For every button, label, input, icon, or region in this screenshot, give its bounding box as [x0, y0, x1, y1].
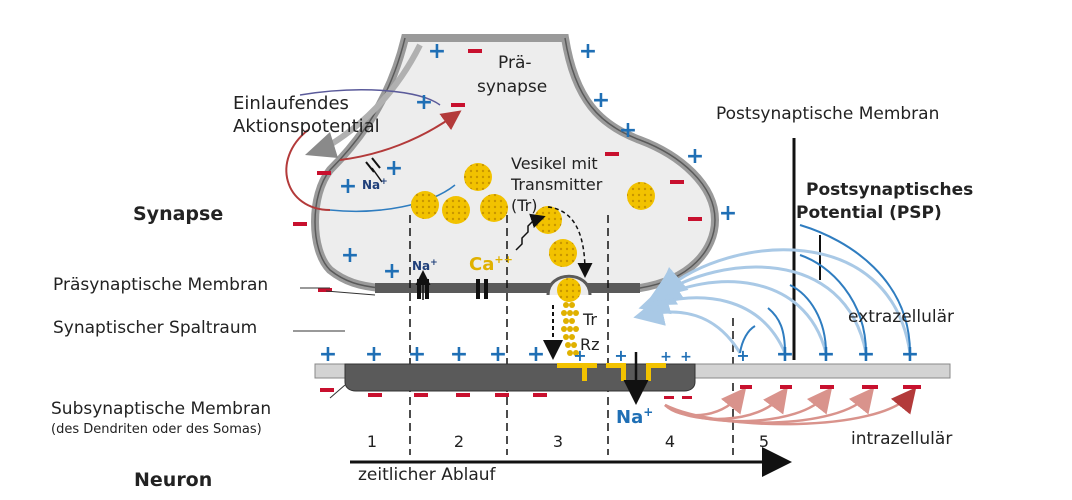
svg-text:+: +	[592, 88, 610, 113]
label-subsynaptische-membran: Subsynaptische Membran	[51, 399, 272, 419]
ion-channel-icon	[365, 157, 383, 183]
psp-intracellular-arrows	[664, 386, 917, 426]
label-potential-psp: Potential (PSP)	[796, 203, 942, 223]
vesicle-icon	[480, 194, 508, 222]
svg-text:+: +	[901, 342, 919, 367]
label-intrazellulaer: intrazellulär	[851, 429, 953, 449]
ion-channel-icon	[415, 270, 431, 300]
ion-channel-icon	[476, 279, 488, 299]
svg-text:+: +	[619, 118, 637, 143]
svg-text:+: +	[736, 346, 749, 365]
label-dendrit-soma: (des Dendriten oder des Somas)	[51, 422, 262, 437]
svg-text:+: +	[573, 346, 586, 365]
label-prae-synapse-2: synapse	[477, 77, 548, 97]
svg-text:+: +	[489, 342, 507, 367]
label-tr: Tr	[583, 310, 597, 329]
svg-text:+: +	[383, 259, 401, 284]
svg-text:+: +	[527, 342, 545, 367]
label-extrazellulaer: extrazellulär	[848, 307, 955, 327]
svg-text:+: +	[428, 39, 446, 64]
label-postsynaptisches: Postsynaptisches	[806, 180, 974, 200]
svg-text:+: +	[857, 342, 875, 367]
label-spaltraum: Synaptischer Spaltraum	[53, 318, 258, 338]
svg-text:+: +	[660, 349, 672, 365]
svg-text:+: +	[365, 342, 383, 367]
plus-charges: + + + + + + + + + + + + + + + + + + + + …	[319, 39, 919, 367]
phase-number: 4	[665, 432, 675, 451]
vesicle-icon	[442, 196, 470, 224]
label-transmitter: Transmitter	[511, 175, 603, 194]
label-synapse: Synapse	[133, 203, 224, 225]
svg-text:+: +	[719, 201, 737, 226]
label-tr-paren: (Tr)	[511, 196, 538, 215]
phase-number: 2	[454, 432, 464, 451]
label-prae-synapse: Prä-	[498, 53, 532, 73]
vesicle-icon	[464, 163, 492, 191]
label-neuron: Neuron	[134, 469, 213, 491]
receptor-icon	[557, 363, 666, 381]
vesicle-icon	[411, 191, 439, 219]
svg-text:+: +	[408, 342, 426, 367]
svg-text:+: +	[450, 342, 468, 367]
phase-number: 3	[553, 432, 563, 451]
svg-text:+: +	[415, 90, 433, 115]
psp-extracellular-arrows	[633, 248, 912, 354]
label-na-membrane: Na+	[412, 258, 438, 273]
label-na-left: Na+	[362, 177, 388, 192]
minus-charges	[293, 49, 921, 399]
svg-text:+: +	[776, 342, 794, 367]
vesicle-icon	[627, 182, 655, 210]
label-ca: Ca++	[469, 253, 513, 275]
phase-dividers	[409, 215, 734, 455]
svg-text:+: +	[579, 39, 597, 64]
svg-text:+: +	[817, 342, 835, 367]
label-zeitlicher-ablauf: zeitlicher Ablauf	[358, 465, 496, 485]
vesicle-icon	[549, 239, 577, 267]
svg-text:+: +	[341, 243, 359, 268]
vesicle-icon	[534, 206, 562, 234]
label-einlaufendes: Einlaufendes	[233, 93, 349, 114]
svg-text:+: +	[686, 144, 704, 169]
label-postsynaptische-membran: Postsynaptische Membran	[716, 104, 940, 124]
action-potential-arrow-red	[285, 129, 331, 211]
svg-text:+: +	[680, 349, 692, 365]
svg-text:+: +	[614, 346, 627, 365]
phase-number: 1	[367, 432, 377, 451]
transmitter-stream	[561, 302, 579, 356]
label-rz: Rz	[580, 335, 600, 354]
svg-text:+: +	[319, 342, 337, 367]
label-praesynaptische-membran: Präsynaptische Membran	[53, 275, 269, 295]
subsynaptic-membrane	[344, 363, 696, 392]
svg-text:+: +	[339, 174, 357, 199]
label-aktionspotential: Aktionspotential	[233, 116, 380, 137]
label-na-big: Na+	[616, 405, 654, 428]
label-vesikel: Vesikel mit	[511, 154, 598, 173]
svg-text:+: +	[385, 156, 403, 181]
phase-number: 5	[759, 432, 769, 451]
